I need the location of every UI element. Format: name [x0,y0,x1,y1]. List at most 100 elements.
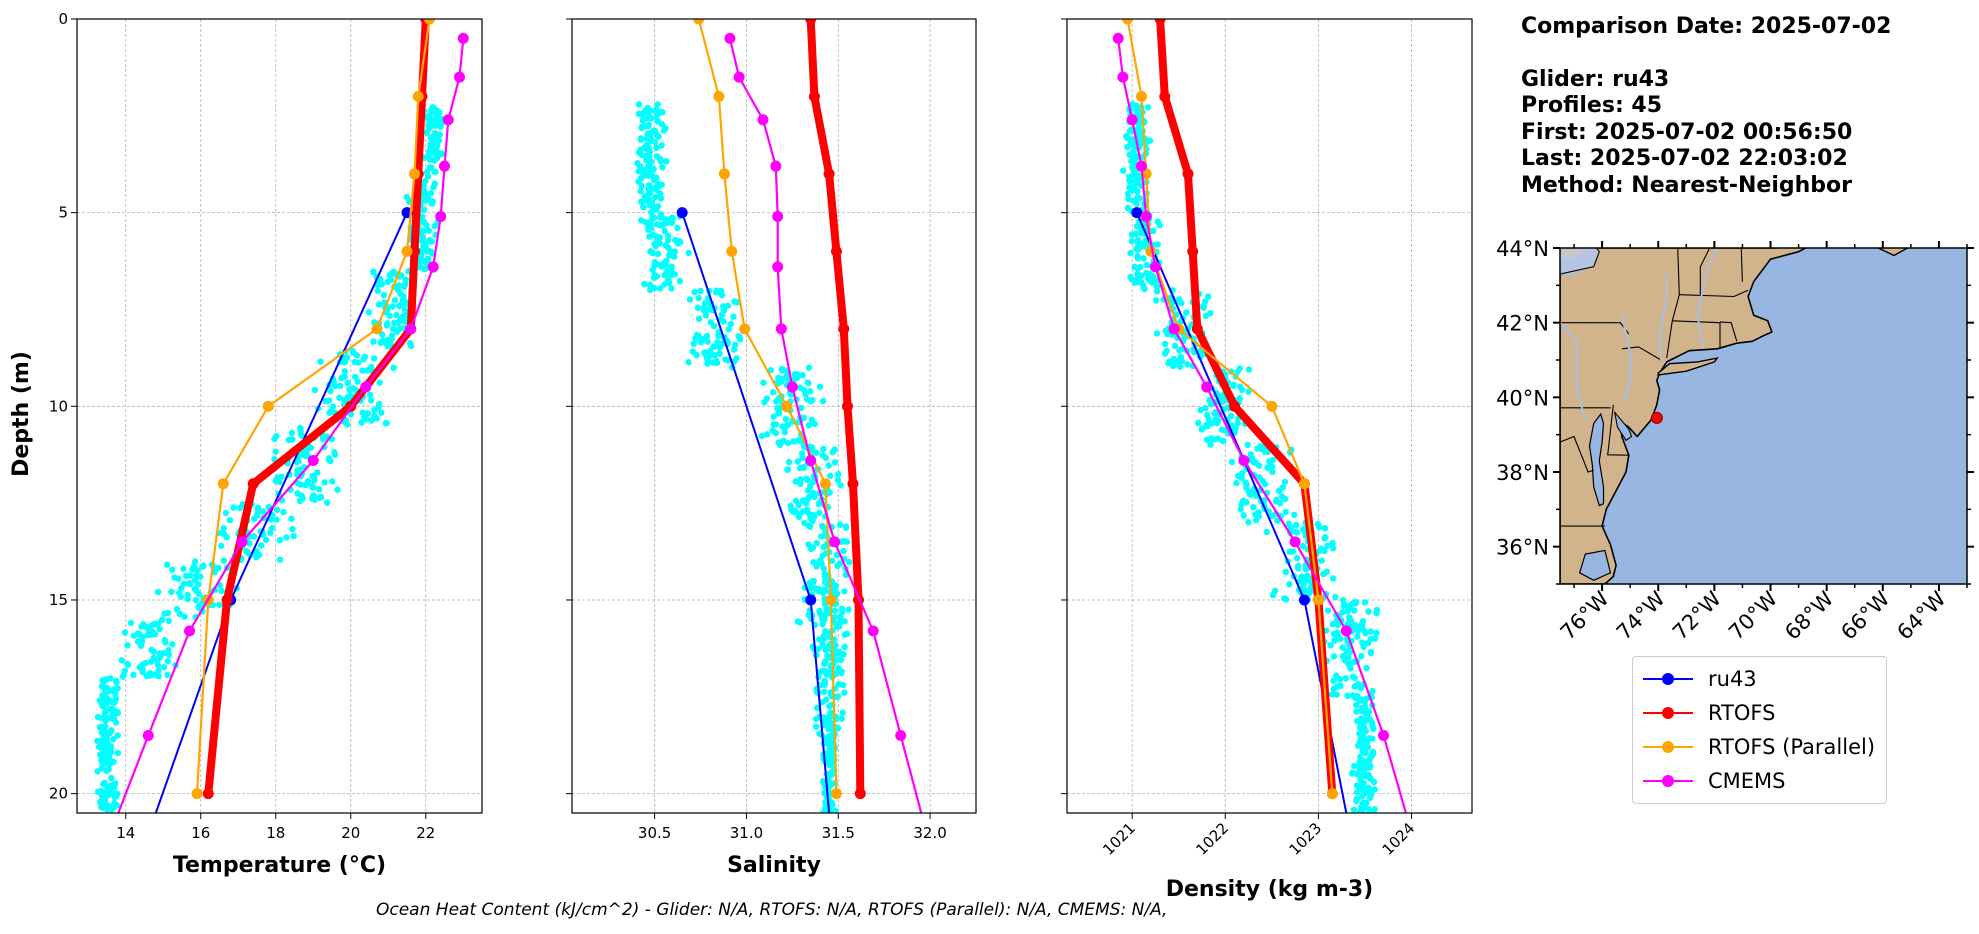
scatter-point [418,213,426,221]
scatter-point [417,252,425,259]
scatter-point [1327,642,1334,649]
state-border [1740,248,1743,282]
scatter-point [1134,274,1142,282]
scatter-point [695,315,703,322]
scatter-point [805,509,812,517]
scatter-point [650,214,658,221]
state-border [1719,321,1738,342]
scatter-point [1271,587,1279,594]
scatter-point [656,214,664,221]
x-tick-label: 14 [116,824,135,842]
scatter-point [1336,682,1344,689]
scatter-point [685,359,692,366]
scatter-point [1293,521,1300,529]
scatter-point [840,547,847,555]
first-time: First: 2025-07-02 00:56:50 [1521,119,1853,145]
series-point [221,594,233,606]
scatter-point [770,413,777,420]
scatter-point [1321,524,1329,532]
scatter-point [1358,653,1365,660]
scatter-point [769,427,776,434]
scatter-point [390,364,397,372]
glider-scatter [634,101,862,813]
scatter-point [1373,629,1380,637]
scatter-point [402,276,410,283]
scatter-point [829,761,836,768]
scatter-point [1127,249,1134,257]
scatter-point [1125,195,1132,203]
scatter-point [395,302,403,310]
scatter-point [770,421,777,428]
legend-item-ru43: ru43 [1643,665,1757,693]
scatter-point [1365,773,1373,780]
scatter-point [808,416,816,424]
scatter-point [419,192,427,199]
scatter-point [215,564,222,572]
scatter-point [401,283,408,291]
scatter-point [321,479,328,486]
scatter-point [1124,190,1132,198]
scatter-point [655,133,662,140]
scatter-point [1361,599,1369,606]
scatter-point [365,308,373,316]
series-point [895,730,907,742]
scatter-point [400,293,407,300]
scatter-point [637,188,644,195]
scatter-point [809,579,817,586]
scatter-point [176,610,184,618]
series-point [1159,90,1171,102]
scatter-point [1324,607,1332,614]
series-point [1238,455,1250,467]
scatter-point [1285,520,1293,528]
scatter-point [1152,297,1160,304]
scatter-point [112,677,120,685]
scatter-point [407,342,415,350]
scatter-point [1318,557,1325,564]
scatter-point [653,221,661,228]
scatter-point [1364,639,1372,647]
series-point [1326,788,1338,800]
series-point [739,323,751,335]
scatter-point [820,586,827,594]
scatter-point [826,733,834,740]
scatter-point [1154,218,1161,225]
scatter-point [845,558,853,566]
x-tick-label: 22 [416,824,435,842]
series-point [424,19,435,25]
scatter-point [250,533,258,540]
scatter-point [276,556,284,563]
scatter-point [800,497,807,504]
series-point [1312,594,1324,606]
scatter-point [1184,361,1191,368]
scatter-point [148,622,155,630]
scatter-point [714,339,721,346]
legend-label: CMEMS [1708,769,1786,793]
scatter-point [374,287,381,294]
scatter-point [353,352,361,359]
scatter-point [818,635,826,643]
scatter-point [102,745,109,752]
scatter-point [1358,803,1365,811]
x-tick-label: 30.5 [638,824,671,842]
y-tick-label: 20 [49,785,68,803]
scatter-point [165,617,172,625]
depth-axis-label: Depth (m) [9,351,34,477]
scatter-point [1207,309,1214,317]
scatter-point [841,588,848,595]
scatter-point [1365,784,1372,792]
comparison-date: Comparison Date: 2025-07-02 [1521,14,1892,39]
scatter-point [424,255,432,262]
series-point [718,168,730,180]
scatter-point [763,431,771,438]
scatter-point [354,359,362,366]
scatter-point [646,106,653,114]
scatter-point [730,313,737,320]
scatter-point [1266,458,1273,465]
scatter-point [106,782,114,790]
scatter-point [429,198,437,205]
scatter-point [96,798,104,806]
scatter-point [273,506,281,514]
scatter-point [1197,406,1204,414]
scatter-point [94,737,101,745]
scatter-point [685,249,692,257]
